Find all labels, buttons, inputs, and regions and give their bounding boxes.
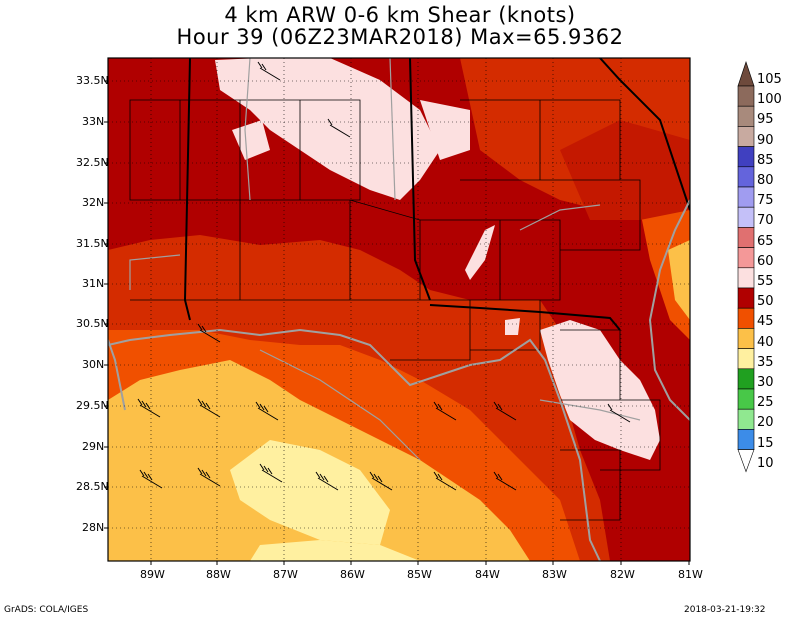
shear-60-small-b <box>505 318 520 335</box>
colorbar-swatch <box>737 348 755 370</box>
map-frame <box>107 57 691 562</box>
colorbar-label: 90 <box>757 132 774 148</box>
colorbar-label: 15 <box>757 435 774 451</box>
colorbar <box>737 61 755 473</box>
title-line-1: 4 km ARW 0-6 km Shear (knots) <box>224 3 576 27</box>
colorbar-swatch <box>737 227 755 248</box>
lat-label: 33.5N <box>76 74 109 87</box>
colorbar-label: 65 <box>757 233 774 249</box>
colorbar-label: 105 <box>757 72 782 87</box>
colorbar-swatch <box>737 206 755 228</box>
shear-60-small <box>232 120 270 160</box>
colorbar-swatch <box>737 287 755 309</box>
county-lines <box>129 99 661 521</box>
colorbar-label: 100 <box>757 92 782 108</box>
colorbar-label: 55 <box>757 274 774 289</box>
colorbar-swatch <box>737 126 755 147</box>
colorbar-swatch <box>737 307 755 329</box>
colorbar-swatch <box>737 146 755 168</box>
colorbar-label: 45 <box>757 314 774 330</box>
colorbar-label: 10 <box>757 455 774 471</box>
colorbar-label: 30 <box>757 375 774 390</box>
colorbar-label: 95 <box>757 112 774 128</box>
shear-35-patch-south <box>250 540 420 561</box>
lat-label: 31.5N <box>76 237 109 250</box>
lon-label: 88W <box>206 568 231 581</box>
lon-label: 83W <box>542 568 567 581</box>
colorbar-swatch <box>737 267 755 289</box>
colorbar-swatch <box>737 388 755 410</box>
colorbar-swatch <box>737 368 755 390</box>
colorbar-swatch <box>737 247 755 269</box>
gray-outlines <box>129 58 641 461</box>
shear-red-north <box>560 120 690 220</box>
colorbar-label: 35 <box>757 354 774 370</box>
colorbar-swatch <box>737 408 755 430</box>
shear-35-patch <box>230 440 390 545</box>
colorbar-label: 50 <box>757 294 774 310</box>
state-borders <box>183 58 690 331</box>
ticks <box>104 80 690 565</box>
shear-60-florida <box>540 320 660 460</box>
colorbar-swatch <box>737 105 755 127</box>
colorbar-label: 40 <box>757 334 774 350</box>
coastline <box>108 199 690 561</box>
colorbar-label: 70 <box>757 213 774 229</box>
colorbar-label: 20 <box>757 415 774 431</box>
lat-label: 29N <box>82 440 105 453</box>
colorbar-label: 85 <box>757 152 774 168</box>
wind-barbs <box>137 61 631 491</box>
lat-label: 28N <box>82 521 105 534</box>
colorbar-label: 25 <box>757 395 774 411</box>
footer-left: GrADS: COLA/IGES <box>4 605 89 615</box>
colorbar-top-arrow <box>737 61 755 87</box>
colorbar-swatch <box>737 429 755 450</box>
colorbar-swatch <box>737 328 755 349</box>
title-line-2: Hour 39 (06Z23MAR2018) Max=65.9362 <box>176 25 624 49</box>
shear-field <box>108 58 690 561</box>
lon-label: 81W <box>678 568 703 581</box>
footer-right: 2018-03-21-19:32 <box>684 605 766 615</box>
lat-label: 28.5N <box>76 480 109 493</box>
colorbar-swatch <box>737 85 755 107</box>
lat-label: 30N <box>82 358 105 371</box>
lat-label: 29.5N <box>76 399 109 412</box>
lon-label: 82W <box>610 568 635 581</box>
lat-label: 32.5N <box>76 156 109 169</box>
colorbar-swatch <box>737 166 755 188</box>
shear-east-coast <box>640 200 690 340</box>
lon-label: 84W <box>475 568 500 581</box>
lat-label: 33N <box>82 115 105 128</box>
colorbar-label: 60 <box>757 253 774 269</box>
lat-label: 31N <box>82 277 105 290</box>
colorbar-label: 80 <box>757 173 774 188</box>
lon-label: 89W <box>140 568 165 581</box>
shear-60-north <box>215 58 440 200</box>
lat-label: 32N <box>82 196 105 209</box>
lat-label: 30.5N <box>76 317 109 330</box>
lon-label: 87W <box>273 568 298 581</box>
lon-label: 86W <box>340 568 365 581</box>
shear-60-north-b <box>420 100 470 160</box>
colorbar-swatch <box>737 186 755 208</box>
colorbar-bottom-arrow <box>737 449 755 473</box>
colorbar-label: 75 <box>757 193 774 209</box>
lon-label: 85W <box>407 568 432 581</box>
shear-60-sliver <box>465 225 495 280</box>
shear-east-coast-yellow <box>668 240 690 320</box>
